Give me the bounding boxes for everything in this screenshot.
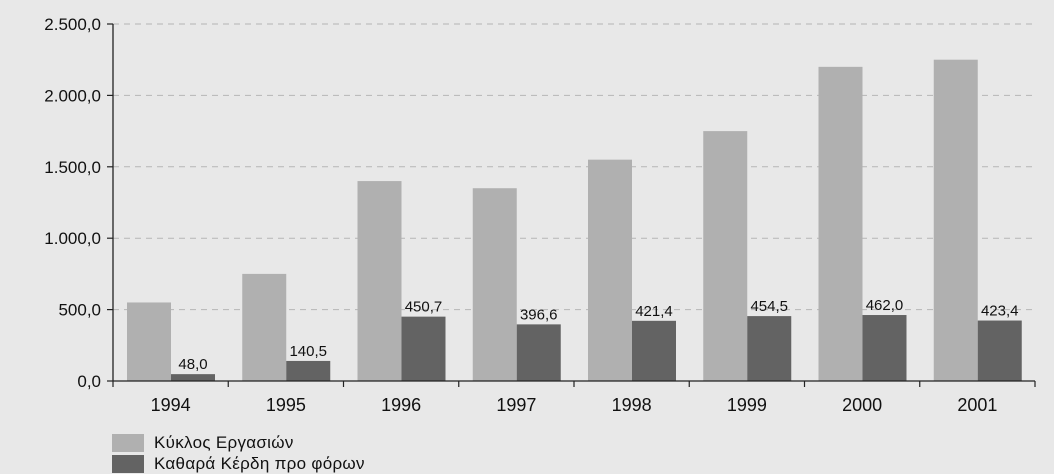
bar-turnover-1995 (242, 273, 287, 381)
legend-swatch-turnover (112, 433, 144, 452)
x-tick-label: 1998 (612, 395, 652, 415)
data-label: 48,0 (178, 356, 207, 373)
bar-turnover-2001 (933, 59, 978, 381)
bars (127, 59, 1022, 381)
x-tick-label: 1997 (496, 395, 536, 415)
y-tick-label: 2.000,0 (44, 86, 101, 105)
bar-turnover-1994 (127, 302, 171, 381)
data-label: 421,4 (635, 303, 673, 320)
legend-label-profit: Καθαρά Κέρδη προ φόρων (154, 453, 365, 473)
data-label: 454,5 (750, 298, 788, 315)
y-tick-label: 1.000,0 (44, 229, 101, 248)
x-tick-label: 2001 (957, 395, 997, 415)
legend-item-profit: Καθαρά Κέρδη προ φόρων (112, 453, 365, 474)
bar-turnover-1999 (703, 131, 748, 381)
bar-profit-2000 (862, 315, 907, 381)
y-tick-label: 500,0 (58, 301, 101, 320)
bar-profit-1996 (401, 316, 446, 381)
data-label: 423,4 (981, 303, 1019, 320)
y-tick-label: 2.500,0 (44, 15, 101, 34)
x-tick-label: 2000 (842, 395, 882, 415)
axes (107, 23, 1036, 387)
data-label: 396,6 (520, 306, 558, 323)
legend-label-turnover: Κύκλος Εργασιών (154, 432, 294, 452)
x-tick-label: 1994 (151, 395, 191, 415)
bar-profit-1997 (516, 324, 561, 381)
labels: 0,0 500,0 1.000,0 1.500,0 2.000,0 2.500,0 48,0… (44, 15, 1018, 415)
bar-profit-2001 (977, 320, 1022, 381)
legend-swatch-profit (112, 454, 144, 473)
data-label: 462,0 (866, 297, 904, 314)
bar-turnover-1996 (357, 181, 402, 381)
data-label: 140,5 (289, 343, 327, 360)
x-tick-label: 1996 (381, 395, 421, 415)
bar-turnover-1997 (472, 188, 517, 381)
x-tick-label: 1995 (266, 395, 306, 415)
y-tick-label: 1.500,0 (44, 158, 101, 177)
bar-profit-1999 (747, 316, 792, 381)
bar-profit-1994 (171, 374, 215, 381)
legend: Κύκλος Εργασιών Καθαρά Κέρδη προ φόρων (112, 432, 365, 474)
bar-turnover-1998 (588, 159, 632, 381)
bar-profit-1995 (286, 360, 331, 381)
legend-item-turnover: Κύκλος Εργασιών (112, 432, 365, 453)
x-tick-label: 1999 (727, 395, 767, 415)
data-label: 450,7 (405, 299, 443, 316)
bar-profit-1998 (632, 320, 676, 381)
y-tick-label: 0,0 (77, 372, 101, 391)
bar-turnover-2000 (818, 66, 863, 381)
